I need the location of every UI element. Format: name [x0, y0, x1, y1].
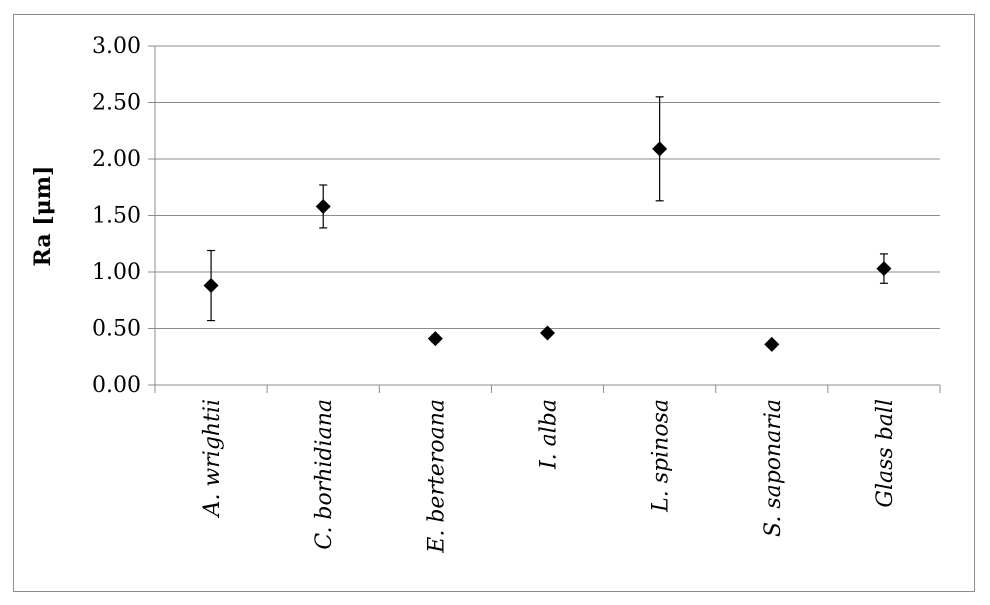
data-point: [540, 325, 555, 341]
x-tick-label: C. borhidiana: [312, 399, 337, 550]
y-tick-label: 1.00: [92, 260, 141, 285]
x-tick-label: A. wrightii: [200, 399, 225, 518]
x-tick-label: L. spinosa: [649, 399, 674, 513]
diamond-marker: [876, 261, 892, 277]
data-point: [652, 96, 668, 202]
y-tick-label: 2.00: [92, 147, 141, 172]
y-tick-labels: 0.00 0.50 1.00 1.50 2.00 2.50 3.00: [92, 34, 141, 398]
chart-frame: [13, 14, 975, 592]
x-tick-label: I. alba: [537, 399, 562, 470]
data-point: [315, 184, 331, 229]
diamond-marker: [203, 278, 219, 294]
data-series: [203, 96, 892, 352]
y-axis-title: Ra [μm]: [30, 166, 56, 267]
y-tick-label: 3.00: [92, 34, 141, 59]
gridlines: [155, 45, 940, 329]
x-tick-label: E. berteroana: [424, 399, 449, 554]
x-tick-label: Glass ball: [873, 399, 898, 508]
axes: [148, 45, 941, 393]
y-tick-label: 2.50: [92, 91, 141, 116]
y-tick-label: 0.50: [92, 317, 141, 342]
diamond-marker: [315, 198, 331, 214]
data-point: [876, 253, 892, 284]
diamond-marker: [540, 325, 555, 341]
diamond-marker: [427, 331, 443, 347]
diamond-marker: [652, 141, 668, 157]
data-point: [427, 331, 443, 347]
data-point: [203, 249, 219, 322]
diamond-marker: [764, 336, 780, 352]
y-tick-label: 0.00: [92, 373, 141, 398]
x-tick-label: S. saponaria: [761, 399, 786, 537]
data-point: [764, 336, 780, 352]
x-tick-labels: A. wrightii C. borhidiana E. berteroana I. …: [200, 399, 898, 554]
y-tick-label: 1.50: [92, 204, 141, 229]
